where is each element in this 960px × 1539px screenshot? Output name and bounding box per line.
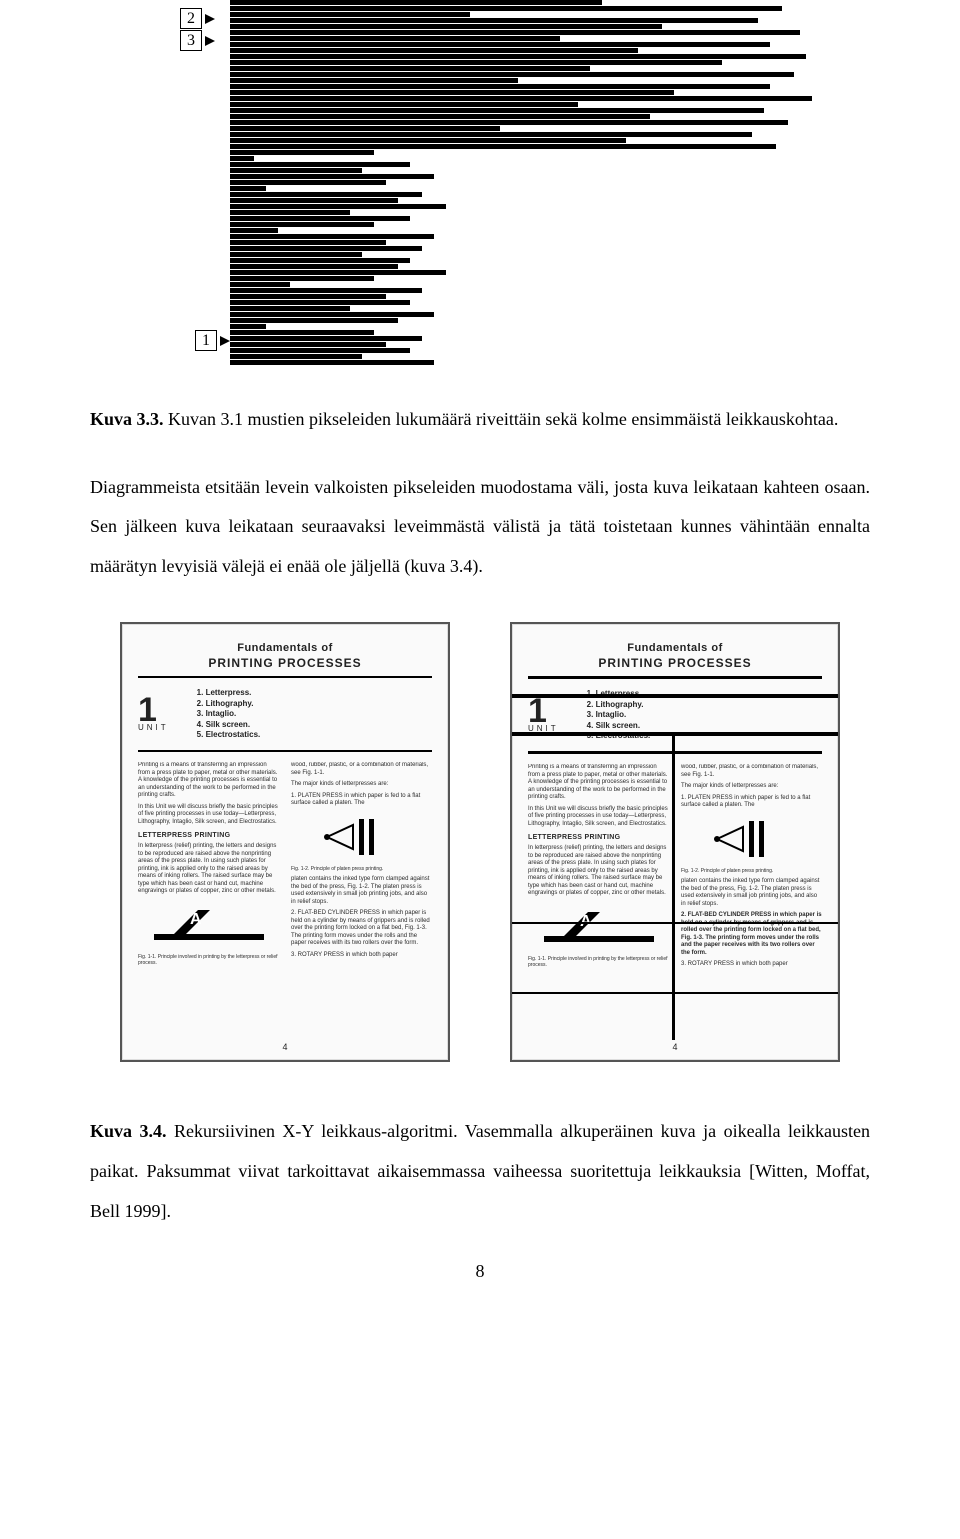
caption-3-4-text: Rekursiivinen X-Y leikkaus-algoritmi. Va… — [90, 1121, 870, 1220]
thumb-page-num: 4 — [512, 1042, 838, 1052]
mini-figure-left: A — [528, 904, 669, 950]
caption-3-4-label: Kuva 3.4. — [90, 1121, 166, 1141]
callout-1: 1 — [195, 330, 217, 351]
mini-figure-right — [681, 816, 822, 862]
thumbnail-with-cuts: Fundamentals of PRINTING PROCESSES 1 UNI… — [510, 622, 840, 1062]
rule — [528, 676, 822, 679]
unit-number: 1 — [138, 696, 169, 725]
thumb-title: PRINTING PROCESSES — [138, 656, 432, 670]
process-list: 1. Letterpress.2. Lithography.3. Intagli… — [197, 688, 261, 740]
rule — [138, 676, 432, 678]
unit-row: 1 UNIT 1. Letterpress.2. Lithography.3. … — [138, 688, 432, 740]
thumb-subtitle: Fundamentals of — [528, 642, 822, 654]
lp-heading: LETTERPRESS PRINTING — [528, 834, 669, 843]
thumb-body: Printing is a means of transferring an i… — [528, 764, 822, 968]
body-paragraph: Diagrammeista etsitään levein valkoisten… — [90, 468, 870, 587]
caption-3-4: Kuva 3.4. Rekursiivinen X-Y leikkaus-alg… — [90, 1112, 870, 1231]
caption-3-3-label: Kuva 3.3. — [90, 409, 164, 429]
callout-2: 2 — [180, 8, 202, 29]
figure-3-3: 2 3 1 — [90, 0, 870, 380]
caption-3-3-text: Kuvan 3.1 mustien pikseleiden lukumäärä … — [164, 409, 839, 429]
page-number: 8 — [90, 1261, 870, 1282]
svg-text:A: A — [580, 913, 592, 930]
mini-figure-left: A — [138, 902, 279, 948]
histogram — [230, 0, 830, 360]
rule — [528, 751, 822, 754]
callout-3: 3 — [180, 30, 202, 51]
thumb-title: PRINTING PROCESSES — [528, 656, 822, 670]
thumbnail-original: Fundamentals of PRINTING PROCESSES 1 UNI… — [120, 622, 450, 1062]
thumb-body: Printing is a means of transferring an i… — [138, 762, 432, 966]
figure-3-4: Fundamentals of PRINTING PROCESSES 1 UNI… — [90, 622, 870, 1062]
unit-number: 1 — [528, 697, 559, 726]
mini-figure-right — [291, 814, 432, 860]
thumb-page-num: 4 — [122, 1042, 448, 1052]
caption-3-3: Kuva 3.3. Kuvan 3.1 mustien pikseleiden … — [90, 400, 870, 440]
thumb-subtitle: Fundamentals of — [138, 642, 432, 654]
svg-text:A: A — [190, 911, 202, 928]
rule — [138, 750, 432, 752]
lp-heading: LETTERPRESS PRINTING — [138, 832, 279, 841]
